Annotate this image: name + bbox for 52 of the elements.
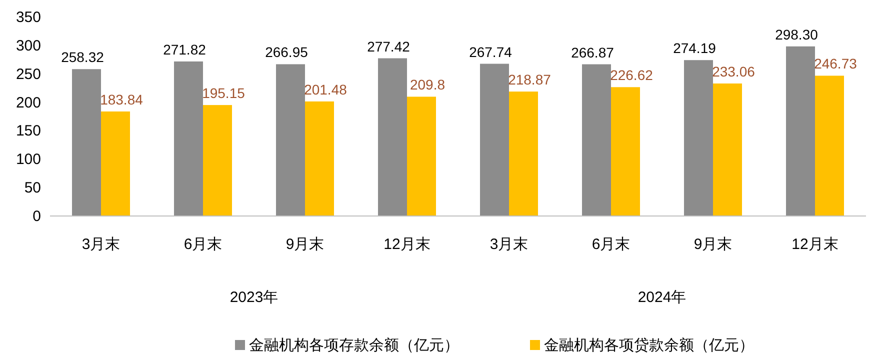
data-label: 209.8: [410, 76, 446, 93]
y-tick-label: 100: [16, 151, 41, 168]
text: 2024年: [638, 289, 686, 306]
y-tick-label: 350: [16, 9, 41, 26]
data-label: 266.87: [571, 44, 614, 60]
data-label: 183.84: [100, 91, 144, 108]
bar: [72, 69, 101, 216]
x-tick-label: 3月末: [82, 236, 120, 253]
data-label: 218.87: [508, 72, 552, 88]
data-label: 201.48: [304, 81, 348, 98]
bar: [305, 101, 334, 216]
bar: [174, 61, 203, 216]
bar: [611, 87, 640, 216]
bar: [101, 111, 130, 216]
data-label: 298.30: [775, 26, 818, 42]
y-tick-label: 300: [16, 37, 41, 54]
bar: [407, 96, 436, 216]
text: 2023年: [230, 289, 278, 306]
y-tick-label: 0: [32, 208, 41, 225]
bar: [684, 60, 713, 216]
y-tick-label: 250: [16, 66, 41, 83]
data-label: 233.06: [712, 63, 756, 80]
bar: [378, 58, 407, 216]
bar: [276, 64, 305, 216]
data-label: 226.62: [610, 67, 654, 84]
bar: [203, 105, 232, 216]
x-tick-label: 3月末: [490, 236, 528, 253]
legend-label: 金融机构各项存款余额（亿元）: [249, 337, 459, 354]
y-tick-label: 50: [24, 180, 41, 197]
legend-label: 金融机构各项贷款余额（亿元）: [544, 337, 754, 354]
data-label: 277.42: [367, 38, 410, 54]
x-tick-label: 12月末: [792, 236, 838, 253]
y-tick-label: 150: [16, 122, 41, 140]
data-label: 258.32: [61, 49, 104, 66]
bar: [480, 64, 509, 216]
x-tick-label: 6月末: [184, 236, 222, 253]
x-tick-label: 9月末: [694, 236, 732, 253]
x-tick-label: 12月末: [384, 236, 430, 253]
bar: [786, 46, 815, 216]
bar: [509, 92, 538, 216]
data-label: 246.73: [814, 56, 858, 72]
bar: [713, 83, 742, 216]
data-label: 266.95: [265, 44, 308, 60]
x-tick-label: 9月末: [286, 236, 324, 253]
data-label: 274.19: [673, 40, 716, 56]
data-label: 267.74: [469, 44, 512, 60]
bar: [582, 64, 611, 216]
y-tick-label: 200: [16, 94, 41, 112]
x-tick-label: 6月末: [592, 236, 630, 253]
data-label: 271.82: [163, 41, 206, 58]
bar: [815, 76, 844, 216]
data-label: 195.15: [202, 85, 246, 102]
